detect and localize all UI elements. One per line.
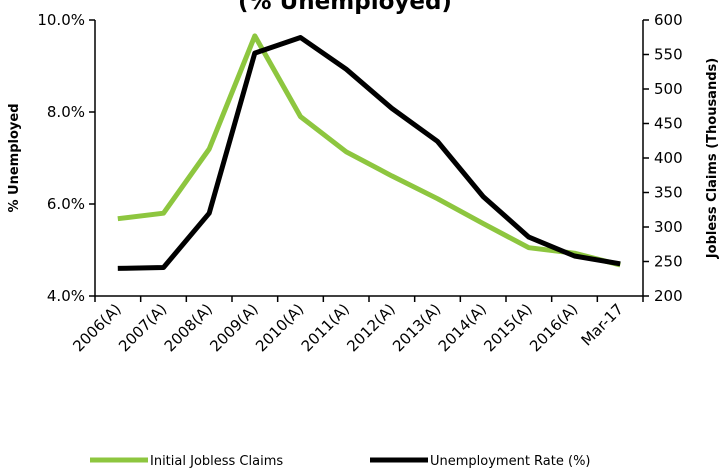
legend: Initial Jobless Claims Unemployment Rate …: [90, 454, 591, 469]
x-tick-label: 2015(A): [480, 300, 535, 355]
left-tick-label: 6.0%: [47, 195, 85, 213]
x-tick-label: 2010(A): [252, 300, 307, 355]
x-tick-label: 2006(A): [69, 300, 124, 355]
x-tick-label: 2009(A): [206, 300, 261, 355]
right-axis-title: Jobless Claims (Thousands): [705, 58, 720, 259]
left-tick-label: 10.0%: [37, 11, 85, 29]
right-tick-label: 550: [654, 46, 683, 64]
right-tick-label: 400: [654, 149, 683, 167]
right-tick-label: 450: [654, 115, 683, 133]
series-line: [117, 35, 621, 271]
x-tick-label: 2013(A): [389, 300, 444, 355]
x-axis-ticks: 2006(A)2007(A)2008(A)2009(A)2010(A)2011(…: [69, 296, 644, 355]
series-line: [117, 33, 621, 268]
right-tick-label: 200: [654, 287, 683, 305]
legend-label: Initial Jobless Claims: [150, 454, 283, 469]
x-tick-label: 2011(A): [298, 300, 353, 355]
x-tick-label: 2007(A): [115, 300, 170, 355]
left-tick-label: 4.0%: [47, 287, 85, 305]
x-tick-label: Mar-17: [578, 300, 627, 349]
x-tick-label: 2008(A): [161, 300, 216, 355]
x-tick-label: 2012(A): [343, 300, 398, 355]
right-tick-label: 600: [654, 11, 683, 29]
x-tick-label: 2016(A): [526, 300, 581, 355]
right-tick-label: 250: [654, 253, 683, 271]
chart-title: (% Unemployed): [238, 0, 452, 15]
right-tick-label: 300: [654, 218, 683, 236]
right-tick-label: 500: [654, 80, 683, 98]
left-axis-title: % Unemployed: [7, 103, 22, 212]
right-axis-ticks: 200 250 300 350 400 450 500 550 600: [643, 11, 683, 305]
legend-label: Unemployment Rate (%): [430, 454, 591, 469]
x-tick-label: 2014(A): [435, 300, 490, 355]
left-tick-label: 8.0%: [47, 103, 85, 121]
left-axis-ticks: 4.0% 6.0% 8.0% 10.0%: [37, 11, 95, 305]
right-tick-label: 350: [654, 184, 683, 202]
series-lines: [117, 33, 621, 271]
